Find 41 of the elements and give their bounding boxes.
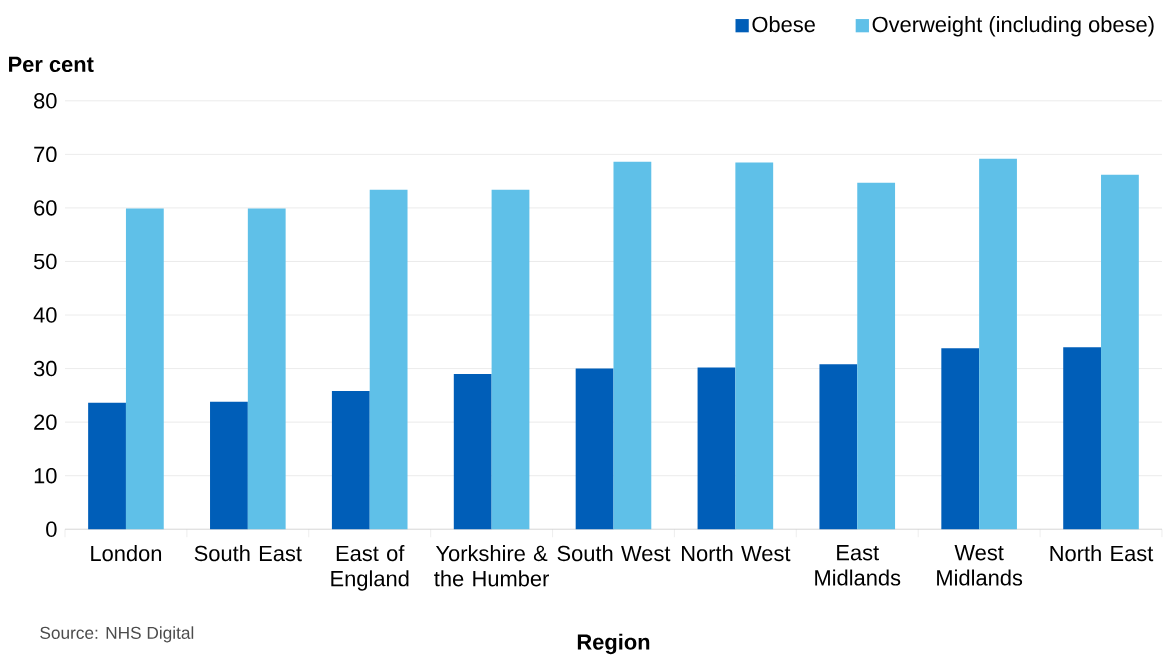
x-tick-label: North East bbox=[1050, 544, 1154, 561]
y-tick-label: 10 bbox=[34, 467, 57, 484]
bar bbox=[575, 368, 614, 530]
x-axis-title: Region bbox=[577, 633, 650, 654]
y-tick-label: 60 bbox=[34, 199, 57, 216]
y-tick-label: 0 bbox=[46, 521, 57, 537]
y-tick-label: 70 bbox=[34, 146, 57, 162]
x-tick-label: North West bbox=[682, 544, 791, 561]
bar bbox=[88, 402, 126, 530]
x-tick-label: East Midlands bbox=[815, 544, 901, 586]
bar bbox=[857, 182, 896, 530]
bar bbox=[941, 348, 980, 530]
bar bbox=[491, 189, 530, 530]
y-tick-label: 80 bbox=[34, 92, 57, 109]
bar bbox=[210, 401, 248, 530]
bar bbox=[613, 161, 652, 530]
source-note: Source: NHS Digital bbox=[40, 626, 194, 643]
bar bbox=[369, 189, 408, 530]
x-tick-label: West Midlands bbox=[937, 544, 1023, 586]
x-tick-label: London bbox=[91, 544, 162, 561]
bar bbox=[697, 367, 736, 530]
bar bbox=[247, 208, 286, 530]
y-tick-label: 20 bbox=[34, 414, 57, 430]
x-tick-label: South West bbox=[557, 544, 671, 561]
legend-label: Obese bbox=[752, 15, 815, 32]
bar bbox=[1063, 346, 1102, 530]
x-tick-label: Yorkshire & the Humber bbox=[434, 544, 549, 587]
x-tick-label: South East bbox=[194, 544, 302, 561]
bar bbox=[125, 208, 164, 530]
x-tick-label: East of England bbox=[331, 544, 409, 591]
bar bbox=[1101, 174, 1139, 530]
legend-label: Overweight (including obese) bbox=[872, 15, 1154, 37]
bar bbox=[819, 364, 858, 530]
bar bbox=[453, 373, 492, 530]
y-tick-label: 30 bbox=[33, 360, 57, 377]
y-tick-label: 50 bbox=[33, 253, 57, 270]
bar bbox=[979, 158, 1017, 530]
bar bbox=[735, 162, 774, 530]
y-tick-label: 40 bbox=[33, 307, 57, 323]
bar bbox=[331, 390, 370, 530]
y-axis-title: Per cent bbox=[9, 56, 94, 72]
